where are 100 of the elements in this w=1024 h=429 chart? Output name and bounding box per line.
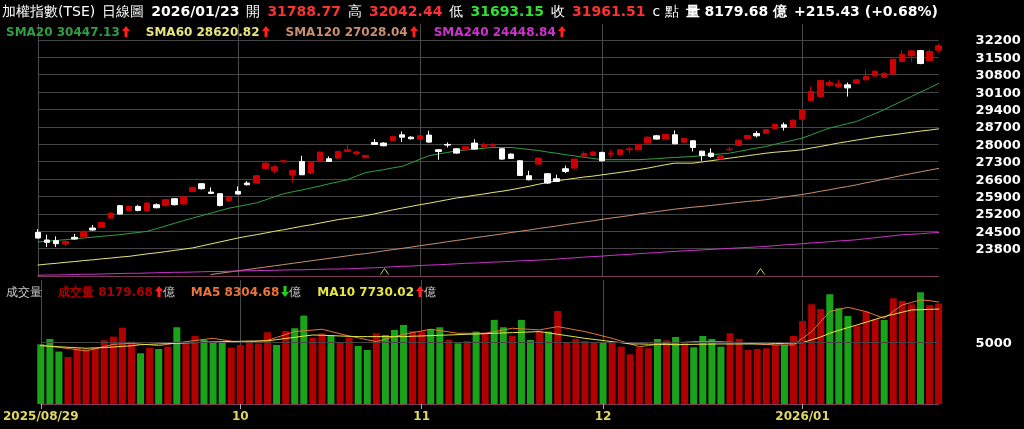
bar bbox=[572, 338, 580, 404]
bar bbox=[799, 321, 807, 404]
bar bbox=[173, 327, 181, 404]
bar bbox=[37, 344, 45, 404]
candlestick bbox=[262, 161, 269, 170]
candlestick bbox=[444, 141, 451, 148]
candlestick bbox=[153, 202, 160, 209]
candlestick bbox=[763, 128, 769, 135]
bar bbox=[55, 351, 63, 404]
candlestick bbox=[872, 70, 878, 77]
bar bbox=[563, 342, 571, 404]
candlestick bbox=[908, 49, 915, 63]
bar bbox=[889, 298, 897, 404]
candlestick bbox=[289, 169, 296, 183]
candlestick bbox=[590, 150, 596, 157]
line-series bbox=[37, 82, 940, 243]
bar bbox=[354, 345, 362, 404]
bar bbox=[853, 325, 861, 404]
candlestick bbox=[635, 143, 642, 151]
candlestick bbox=[171, 197, 178, 206]
bar bbox=[409, 330, 417, 404]
text: 日線圖 bbox=[102, 3, 145, 19]
y-tick-label: 30100 bbox=[975, 84, 1021, 100]
bar bbox=[808, 304, 816, 404]
candlestick bbox=[499, 147, 505, 161]
bar bbox=[463, 341, 471, 404]
bar bbox=[599, 342, 607, 404]
y-tick-label: 26600 bbox=[975, 171, 1021, 187]
candlestick bbox=[662, 133, 669, 141]
bar bbox=[300, 315, 308, 404]
y-tick-label: 30800 bbox=[975, 67, 1021, 83]
bar bbox=[626, 354, 634, 404]
bar bbox=[209, 341, 217, 404]
bar bbox=[590, 342, 598, 404]
text: 量 8179.68 億 bbox=[685, 3, 788, 19]
candlestick bbox=[735, 139, 742, 147]
candlestick bbox=[98, 221, 105, 229]
bar bbox=[273, 344, 281, 404]
candlestick bbox=[490, 142, 496, 148]
bar bbox=[554, 310, 562, 404]
candlestick bbox=[244, 180, 250, 186]
bar bbox=[871, 319, 879, 404]
bar bbox=[400, 324, 408, 404]
y-tick-label: 32200 bbox=[975, 32, 1021, 48]
candlestick bbox=[390, 135, 396, 142]
candlestick bbox=[471, 138, 478, 151]
bar bbox=[445, 339, 453, 404]
bar bbox=[155, 349, 163, 404]
candlestick bbox=[690, 139, 696, 152]
text: 低 bbox=[449, 3, 464, 19]
text: 成交量 bbox=[6, 285, 42, 299]
candlestick bbox=[562, 165, 569, 174]
candlestick bbox=[253, 174, 260, 185]
bar bbox=[862, 311, 870, 404]
bar bbox=[935, 303, 943, 404]
candlestick bbox=[344, 144, 351, 153]
bar bbox=[699, 335, 707, 404]
candlestick bbox=[426, 130, 432, 144]
candlestick bbox=[553, 174, 560, 183]
x-tick-label: 10 bbox=[231, 409, 249, 423]
bar bbox=[264, 332, 271, 404]
bar bbox=[146, 347, 154, 404]
candlestick bbox=[508, 152, 514, 160]
bar bbox=[291, 328, 299, 404]
bar bbox=[345, 337, 353, 404]
candlestick bbox=[417, 134, 423, 141]
y-tick-label: 29400 bbox=[975, 101, 1021, 117]
bar bbox=[617, 346, 625, 404]
candlestick bbox=[353, 150, 360, 156]
text: +215.43 (+0.68%) bbox=[794, 3, 938, 19]
text: 31788.77 bbox=[267, 3, 341, 19]
candlestick bbox=[708, 147, 714, 159]
text: SMA240 24448.84 bbox=[433, 25, 556, 39]
candlestick bbox=[535, 156, 542, 166]
candlestick bbox=[835, 79, 842, 89]
bar bbox=[127, 341, 135, 404]
candlestick bbox=[881, 72, 887, 79]
bar bbox=[880, 319, 888, 404]
candlestick bbox=[844, 82, 851, 98]
x-tick-label: 2026/01 bbox=[775, 409, 830, 423]
candlestick bbox=[226, 195, 232, 202]
candlestick bbox=[408, 135, 414, 140]
candlestick bbox=[108, 211, 114, 220]
bar bbox=[780, 344, 788, 404]
bar bbox=[481, 332, 489, 404]
bar bbox=[907, 304, 915, 404]
candlestick bbox=[744, 134, 751, 140]
candlestick bbox=[399, 130, 405, 143]
text: MA5 8304.68 bbox=[190, 285, 280, 299]
bar bbox=[581, 341, 589, 404]
text: 億 bbox=[289, 285, 302, 299]
candlestick bbox=[71, 233, 78, 241]
bar bbox=[817, 308, 825, 404]
candlestick bbox=[808, 86, 814, 102]
y-axis-title: 億 bbox=[162, 285, 175, 299]
bar bbox=[644, 348, 652, 404]
text: 高 bbox=[347, 3, 362, 19]
candlestick bbox=[608, 149, 614, 158]
text: SMA120 27028.04 bbox=[285, 25, 408, 39]
bar bbox=[672, 336, 680, 404]
